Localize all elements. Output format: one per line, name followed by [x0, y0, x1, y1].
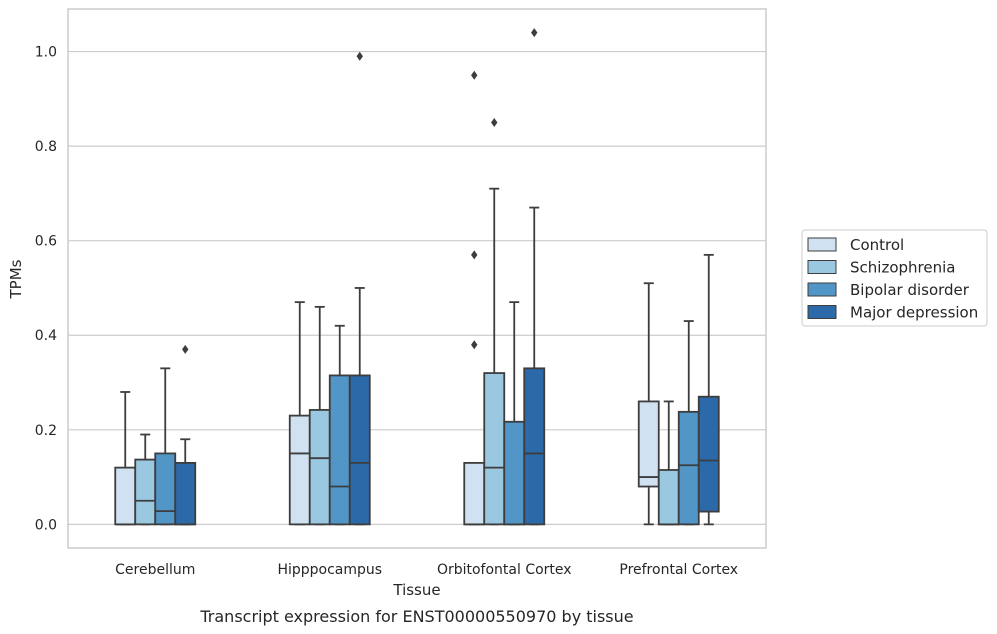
y-tick-label: 0.8 [35, 139, 57, 155]
box-group [637, 282, 660, 526]
box-group [114, 391, 137, 526]
box [328, 374, 351, 526]
legend-swatch [807, 237, 837, 252]
y-tick-label: 0.6 [35, 234, 57, 250]
legend-swatch [807, 305, 837, 319]
box [503, 420, 526, 526]
box [637, 400, 660, 488]
x-tick-label: Orbitofontal Cortex [437, 562, 572, 578]
box-group [657, 400, 680, 526]
x-tick-label: Cerebellum [115, 562, 195, 578]
outlier-point [491, 117, 498, 127]
legend-frame [801, 229, 988, 327]
box-group [288, 301, 311, 526]
outlier-point [471, 340, 478, 350]
legend-swatch [807, 282, 837, 297]
box-group [174, 344, 197, 526]
legend-label: Control [850, 236, 904, 254]
legend-label: Bipolar disorder [850, 281, 970, 299]
box-group [154, 367, 177, 526]
box-group [697, 253, 720, 526]
x-tick-label: Prefrontal Cortex [619, 562, 738, 578]
box [657, 469, 680, 526]
box-series [114, 28, 720, 526]
x-tick-label: Hipppocampus [277, 562, 382, 578]
y-tick-labels: 0.0 0.2 0.4 0.6 0.8 1.0 [35, 45, 57, 534]
chart-caption: Transcript expression for ENST0000055097… [199, 607, 633, 626]
box-group [348, 51, 371, 526]
box-group [134, 433, 157, 526]
box [134, 458, 157, 526]
outlier-point [356, 51, 363, 61]
outlier-point [182, 344, 189, 354]
legend-label: Schizophrenia [850, 259, 955, 277]
x-tick-labels: Cerebellum Hipppocampus Orbitofontal Corte… [115, 562, 738, 578]
y-tick-label: 0.0 [35, 517, 57, 533]
outlier-point [471, 70, 478, 80]
outlier-point [531, 28, 538, 38]
box [677, 410, 700, 526]
legend-swatch [807, 260, 837, 274]
box [348, 374, 371, 526]
x-axis-label: Tissue [392, 581, 440, 599]
plot-frame [67, 8, 767, 549]
outlier-point [471, 250, 478, 260]
box [308, 409, 331, 526]
legend: Control Schizophrenia Bipolar disorder Majo… [801, 229, 988, 327]
y-tick-label: 0.4 [35, 328, 57, 344]
box [154, 452, 177, 526]
box [288, 414, 311, 526]
box-group [523, 28, 546, 526]
box [523, 367, 546, 526]
box [697, 395, 720, 513]
y-tick-label: 1.0 [35, 45, 57, 61]
box [114, 466, 137, 526]
box [483, 372, 506, 526]
box [174, 461, 197, 526]
y-axis-label: TPMs [7, 259, 25, 299]
box [463, 461, 486, 526]
legend-label: Major depression [850, 304, 978, 322]
y-tick-label: 0.2 [35, 423, 57, 439]
